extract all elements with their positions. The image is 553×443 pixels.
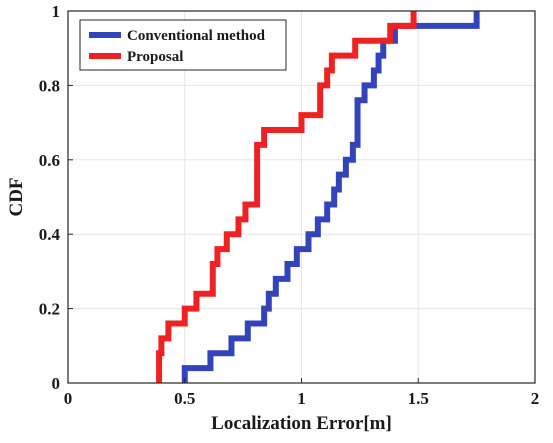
y-tick-label: 0.4: [39, 225, 61, 244]
legend: Conventional method Proposal: [79, 19, 287, 71]
x-tick-label: 1: [297, 389, 306, 408]
axis-ticks: 0 0.5 1 1.5 2 0 0.2 0.4 0.6 0.8 1: [39, 2, 540, 408]
y-tick-label: 0.6: [39, 151, 60, 170]
series-lines: [156, 11, 480, 383]
legend-label-conventional: Conventional method: [127, 28, 266, 44]
y-tick-label: 0.2: [39, 300, 60, 319]
grid-lines: [68, 11, 535, 383]
y-tick-label: 1: [52, 2, 61, 21]
y-tick-label: 0: [52, 374, 61, 393]
legend-box: [79, 19, 287, 71]
x-axis-label: Localization Error[m]: [211, 413, 392, 434]
legend-label-proposal: Proposal: [127, 49, 183, 65]
x-tick-label: 2: [531, 389, 540, 408]
y-axis-label: CDF: [6, 177, 27, 216]
x-tick-label: 0.5: [174, 389, 195, 408]
x-tick-label: 1.5: [408, 389, 429, 408]
x-tick-label: 0: [64, 389, 73, 408]
conventional-method-line: [181, 11, 480, 383]
y-tick-label: 0.8: [39, 76, 60, 95]
proposal-line: [156, 11, 417, 383]
